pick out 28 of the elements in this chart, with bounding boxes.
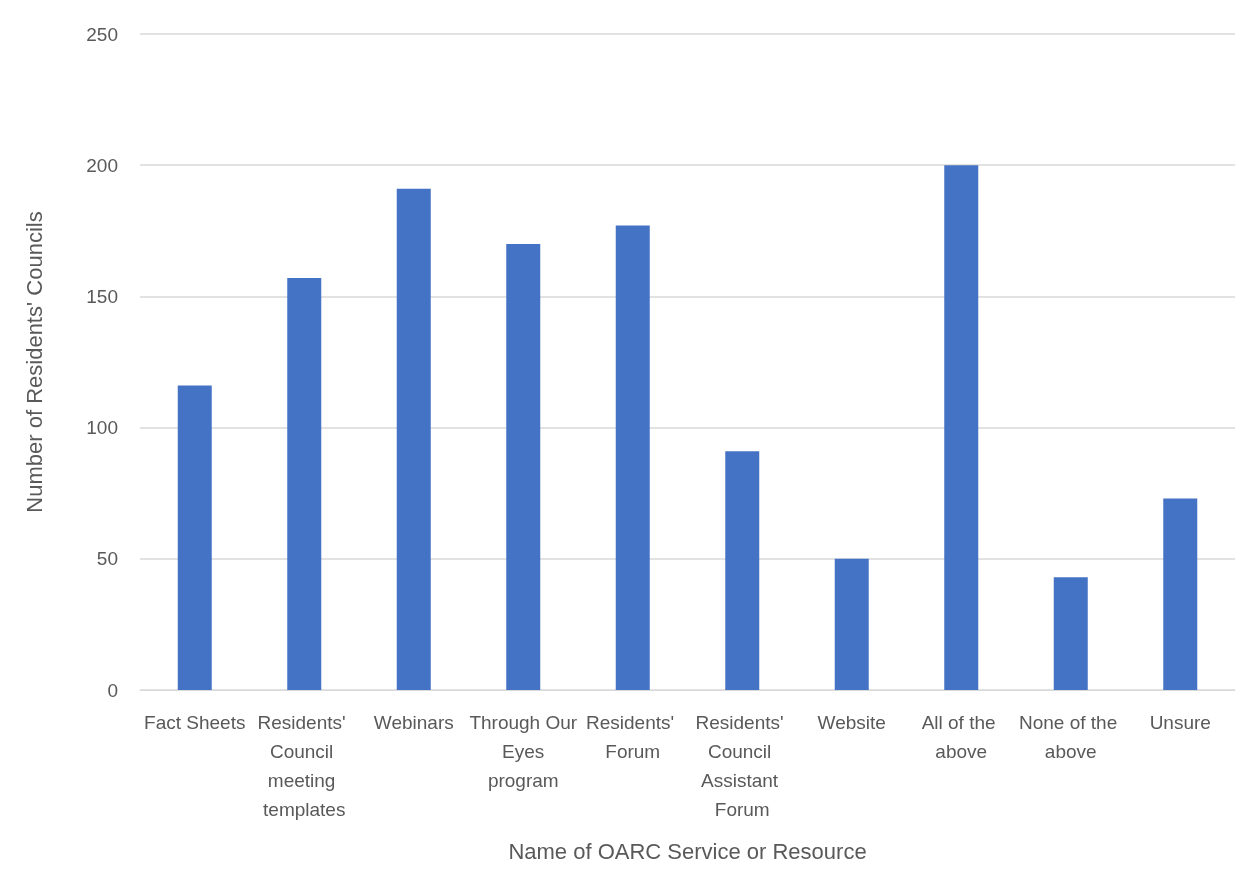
y-tick-label: 50 [96, 548, 118, 570]
x-tick-label: All of the above [921, 712, 1001, 762]
bar [1163, 498, 1198, 690]
bar [396, 188, 431, 690]
bar [944, 165, 979, 690]
x-tick-label: Webinars [373, 712, 454, 733]
y-tick-label: 0 [107, 679, 118, 701]
y-axis-title: Number of Residents' Councils [21, 211, 47, 513]
bar [506, 243, 541, 690]
bar [834, 558, 869, 690]
x-axis-title: Name of OARC Service or Resource [508, 838, 867, 864]
x-tick-label: Website [817, 712, 886, 733]
bar [1053, 577, 1088, 690]
x-tick-label: Residents' Council meeting templates [257, 712, 351, 820]
y-tick-label: 150 [86, 285, 118, 307]
bar [177, 385, 212, 690]
y-tick-label: 250 [86, 23, 118, 45]
x-tick-label: Fact Sheets [144, 712, 246, 733]
x-tick-label: None of the above [1018, 712, 1123, 762]
x-tick-label: Residents' Council Assistant Forum [695, 712, 789, 820]
bar [615, 225, 650, 690]
y-tick-label: 100 [86, 417, 118, 439]
x-tick-label: Residents' Forum [586, 712, 680, 762]
bar [287, 278, 322, 690]
x-tick-label: Through Our Eyes program [469, 712, 578, 791]
y-tick-label: 200 [86, 154, 118, 176]
x-tick-label: Unsure [1149, 712, 1211, 733]
bar [725, 451, 760, 690]
